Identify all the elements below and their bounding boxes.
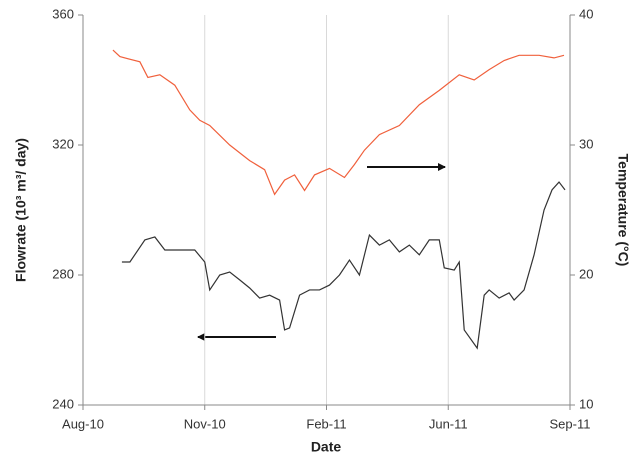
x-axis-title: Date (311, 439, 342, 455)
x-tick-label: Jun-11 (429, 416, 468, 431)
y-tick-label: 240 (52, 396, 74, 411)
y-tick-label: 320 (52, 136, 74, 151)
y2-tick-label: 30 (579, 136, 593, 151)
x-tick-label: Nov-10 (184, 416, 226, 431)
y2-tick-label: 40 (579, 6, 593, 21)
y-tick-label: 360 (52, 6, 74, 21)
y2-axis-title: Temperature (°C) (615, 154, 631, 267)
y2-tick-label: 20 (579, 266, 593, 281)
series-line (112, 49, 565, 196)
series-line (121, 181, 566, 350)
y-axis-title: Flowrate (10³ m³/ day) (13, 138, 29, 282)
y2-tick-label: 10 (579, 396, 593, 411)
x-tick-label: Sep-11 (550, 416, 591, 431)
y-tick-label: 280 (52, 266, 74, 281)
x-tick-label: Aug-10 (62, 416, 104, 431)
x-tick-label: Feb-11 (306, 416, 346, 431)
